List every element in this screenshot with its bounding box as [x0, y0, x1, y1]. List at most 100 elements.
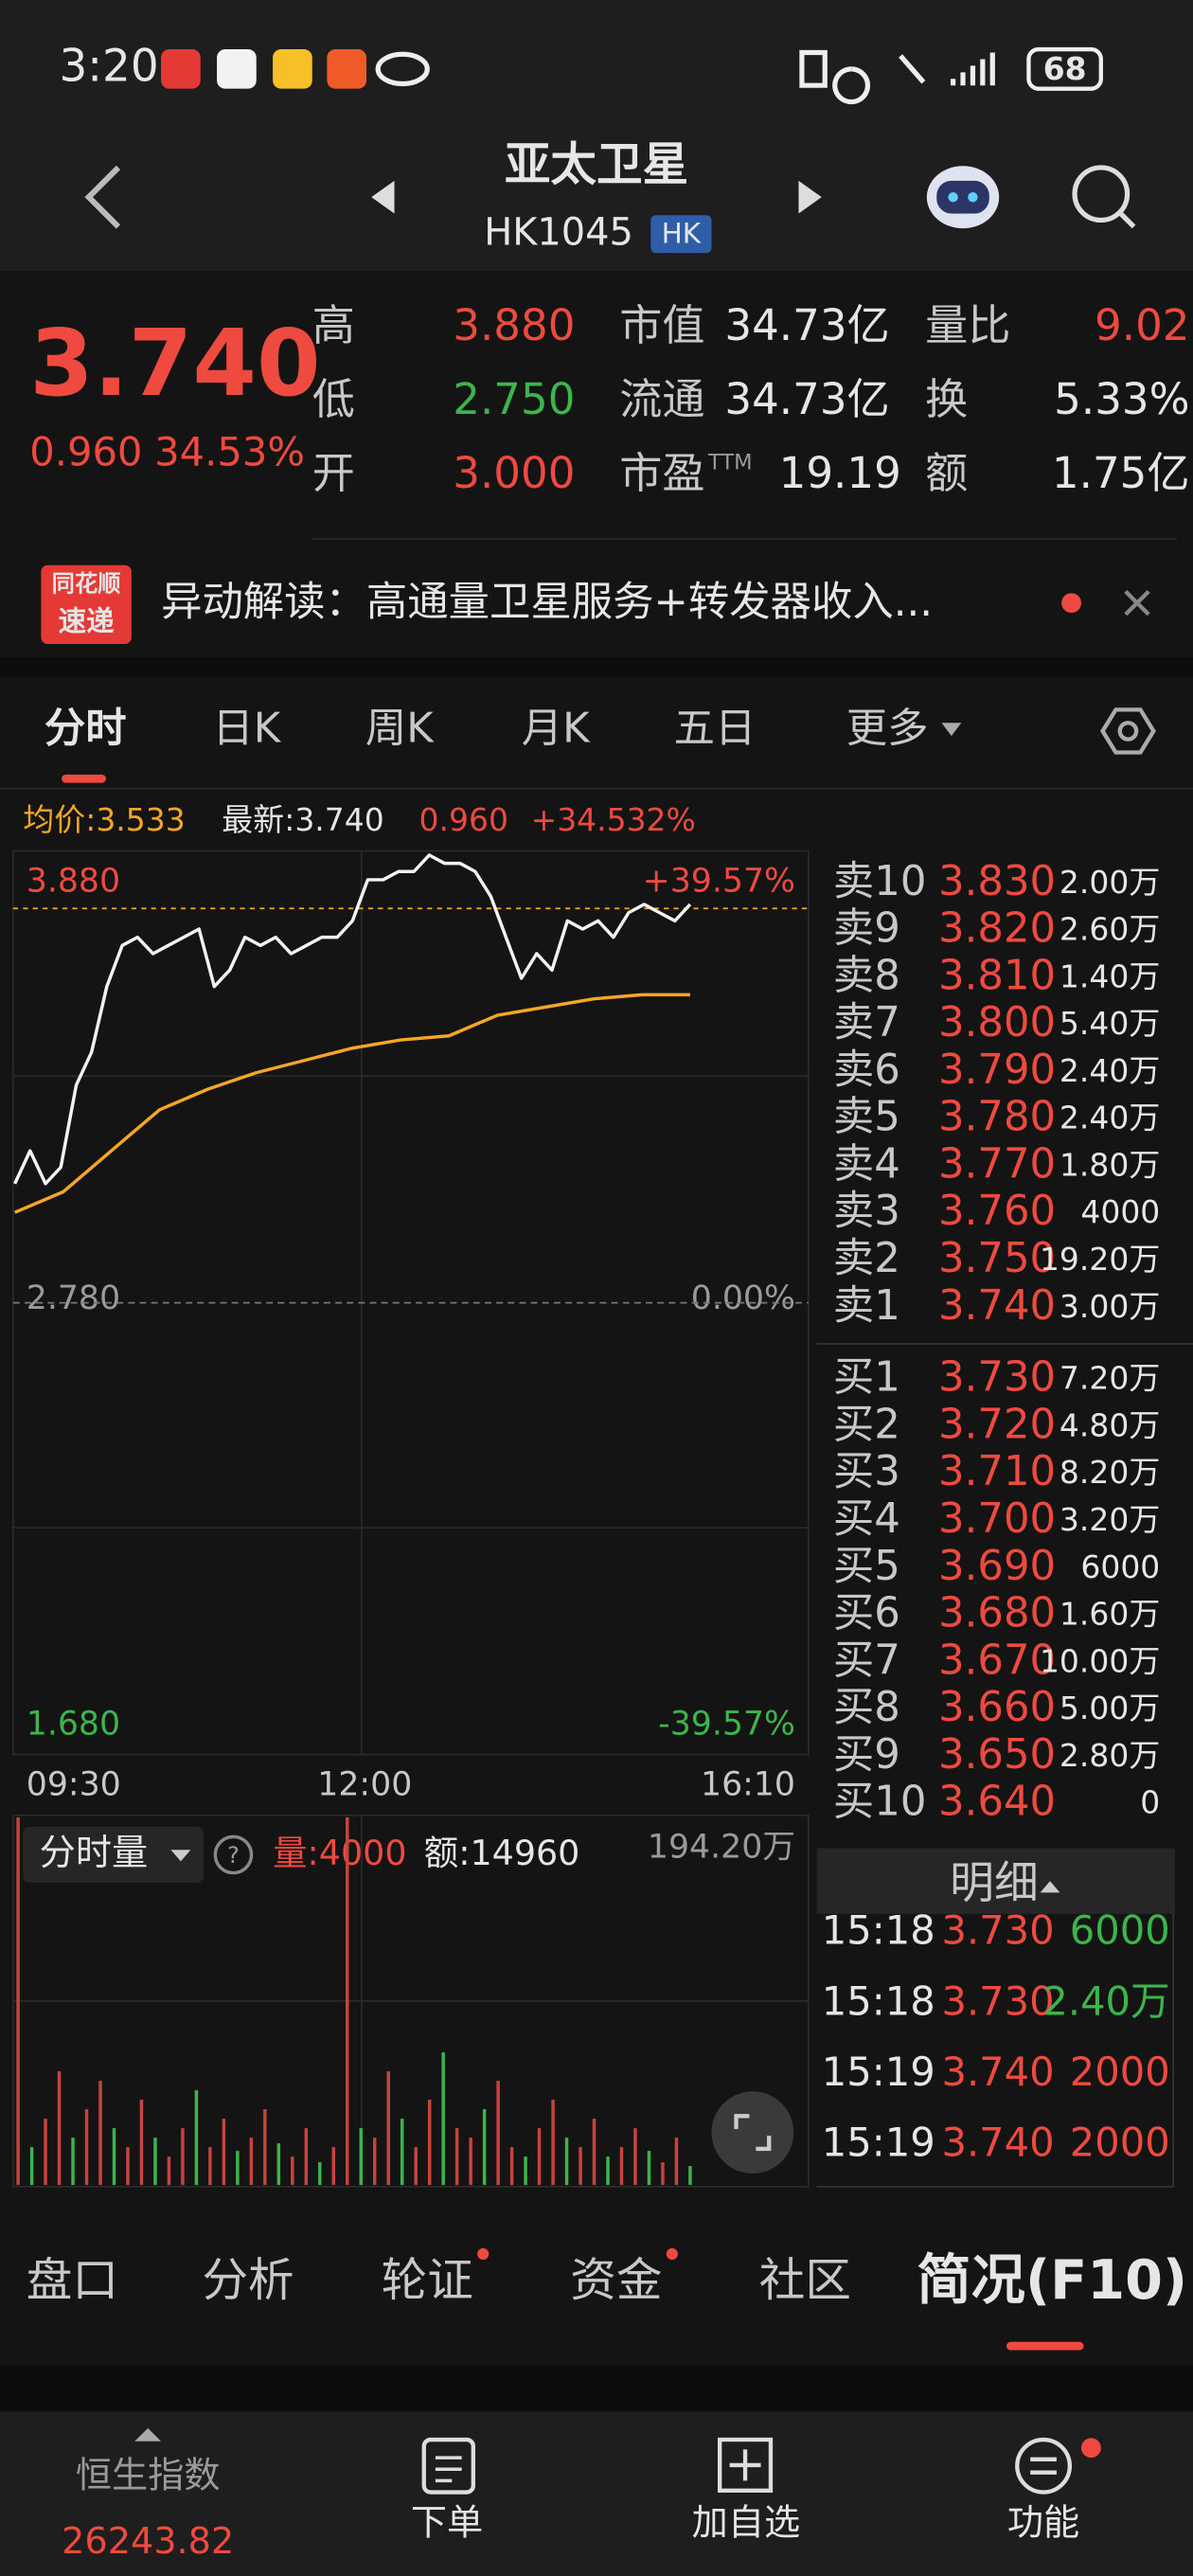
period-tab[interactable]: 五日 — [674, 705, 757, 752]
price-change-pct: 34.53% — [154, 429, 305, 475]
stat-value: 1.75亿 — [1052, 448, 1190, 498]
settings-icon — [1117, 721, 1139, 742]
section-tab[interactable]: 简况(F10) — [917, 2248, 1187, 2312]
stat-label: 流通 — [619, 374, 704, 424]
volume-bar — [331, 2147, 336, 2186]
nav-item[interactable]: 加自选 — [692, 2503, 801, 2545]
volume-bar — [57, 2071, 62, 2186]
help-button[interactable] — [213, 1834, 254, 1875]
index-name[interactable]: 恒生指数 — [76, 2455, 221, 2496]
volume-bar — [373, 2138, 377, 2186]
x-tick-label: 09:30 — [27, 1766, 121, 1804]
dropdown-arrow — [941, 723, 962, 737]
book-label: 买6 — [833, 1590, 900, 1637]
volume-bar — [346, 1816, 349, 2186]
volume-bar — [633, 2128, 637, 2186]
pct-tick-label: +39.57% — [643, 863, 795, 901]
volume-selector-label[interactable]: 分时量 — [40, 1833, 149, 1874]
settings-button[interactable] — [1099, 707, 1156, 755]
volume-bar — [84, 2109, 89, 2186]
book-label: 买8 — [833, 1684, 900, 1731]
change-pct: +34.532% — [531, 801, 696, 838]
volume-bar — [181, 2128, 185, 2186]
volume-bar — [263, 2109, 267, 2186]
price-line — [13, 853, 692, 1186]
fullscreen-icon — [734, 2114, 772, 2152]
badge-text: 同花顺 — [52, 570, 121, 598]
section-tab[interactable]: 社区 — [759, 2254, 851, 2307]
book-label: 买1 — [833, 1354, 900, 1402]
period-tab[interactable]: 月K — [522, 705, 591, 752]
volume-bar — [16, 1816, 20, 2186]
book-label: 卖7 — [833, 999, 900, 1046]
book-price: 3.780 — [938, 1094, 1056, 1141]
latest-price: 最新:3.740 — [222, 801, 383, 838]
book-volume: 1.40万 — [1059, 957, 1160, 994]
trade-volume: 2000 — [1070, 2048, 1170, 2095]
book-price: 3.790 — [938, 1046, 1056, 1094]
book-volume: 1.60万 — [1059, 1596, 1160, 1633]
section-tab[interactable]: 盘口 — [27, 2254, 118, 2307]
news-text[interactable]: 异动解读：高通量卫星服务+转发器收入... — [161, 579, 933, 626]
volume-selector[interactable] — [23, 1826, 205, 1883]
volume-bar — [29, 2147, 34, 2186]
section-tab[interactable]: 资金 — [570, 2254, 662, 2307]
book-volume: 2.60万 — [1059, 911, 1160, 948]
period-tab[interactable]: 更多 — [846, 705, 929, 752]
pct-tick-label: -39.57% — [658, 1705, 795, 1743]
volume-bar — [674, 2138, 679, 2186]
trade-time: 15:18 — [822, 1907, 935, 1954]
volume-bar — [427, 2100, 432, 2186]
search-icon — [1118, 211, 1136, 229]
trade-volume: 6000 — [1070, 1907, 1170, 1954]
nav-item[interactable]: 功能 — [1007, 2503, 1079, 2545]
price-change: 0.960 — [29, 429, 142, 475]
volume-bar — [509, 2147, 514, 2186]
back-button[interactable] — [84, 165, 121, 229]
system-icons — [799, 49, 995, 105]
prev-stock[interactable] — [371, 180, 395, 214]
volume-bar — [222, 2119, 226, 2186]
section-tab[interactable]: 分析 — [202, 2254, 294, 2307]
stat-label: 市值 — [619, 300, 704, 350]
watchlist-icon — [717, 2437, 774, 2493]
volume-bar — [482, 2109, 487, 2186]
section-tab[interactable]: 轮证 — [382, 2254, 473, 2307]
book-volume: 10.00万 — [1040, 1642, 1160, 1679]
app-icon — [161, 49, 201, 89]
book-label: 卖3 — [833, 1188, 900, 1235]
book-price: 3.730 — [938, 1354, 1056, 1402]
volume-bar — [524, 2156, 527, 2186]
volume-bar — [153, 2138, 157, 2186]
volume-bar — [139, 2100, 144, 2186]
stat-value: 5.33% — [1054, 374, 1189, 424]
next-stock[interactable] — [798, 180, 822, 214]
stock-code: HK1045 — [484, 211, 633, 255]
menu-icon — [1015, 2437, 1073, 2495]
stat-label: 低 — [312, 374, 355, 424]
nav-item[interactable]: 下单 — [411, 2503, 483, 2545]
stat-value: 19.19 — [779, 448, 901, 498]
trades-header[interactable] — [816, 1848, 1175, 1914]
period-tab[interactable]: 日K — [212, 705, 281, 752]
volume-max-label: 194.20万 — [648, 1829, 795, 1867]
period-tab[interactable]: 分时 — [45, 705, 127, 752]
period-tab[interactable]: 周K — [365, 705, 435, 752]
volume-bar — [291, 2156, 294, 2186]
avg-price: 均价:3.533 — [23, 801, 185, 838]
fullscreen-button[interactable] — [711, 2091, 794, 2174]
book-label: 卖2 — [833, 1235, 900, 1282]
book-price: 3.800 — [938, 999, 1056, 1046]
x-tick-label: 12:00 — [317, 1766, 412, 1804]
trade-price: 3.740 — [941, 2120, 1054, 2166]
search-button[interactable] — [1072, 165, 1136, 229]
search-icon — [1072, 165, 1131, 224]
app-icon — [327, 49, 367, 89]
stat-value: 3.000 — [453, 448, 575, 498]
pct-tick-label: 0.00% — [691, 1279, 795, 1317]
book-price: 3.690 — [938, 1543, 1056, 1590]
assistant-button[interactable] — [926, 166, 1000, 229]
book-label: 买2 — [833, 1401, 900, 1448]
close-button[interactable] — [1124, 589, 1150, 617]
